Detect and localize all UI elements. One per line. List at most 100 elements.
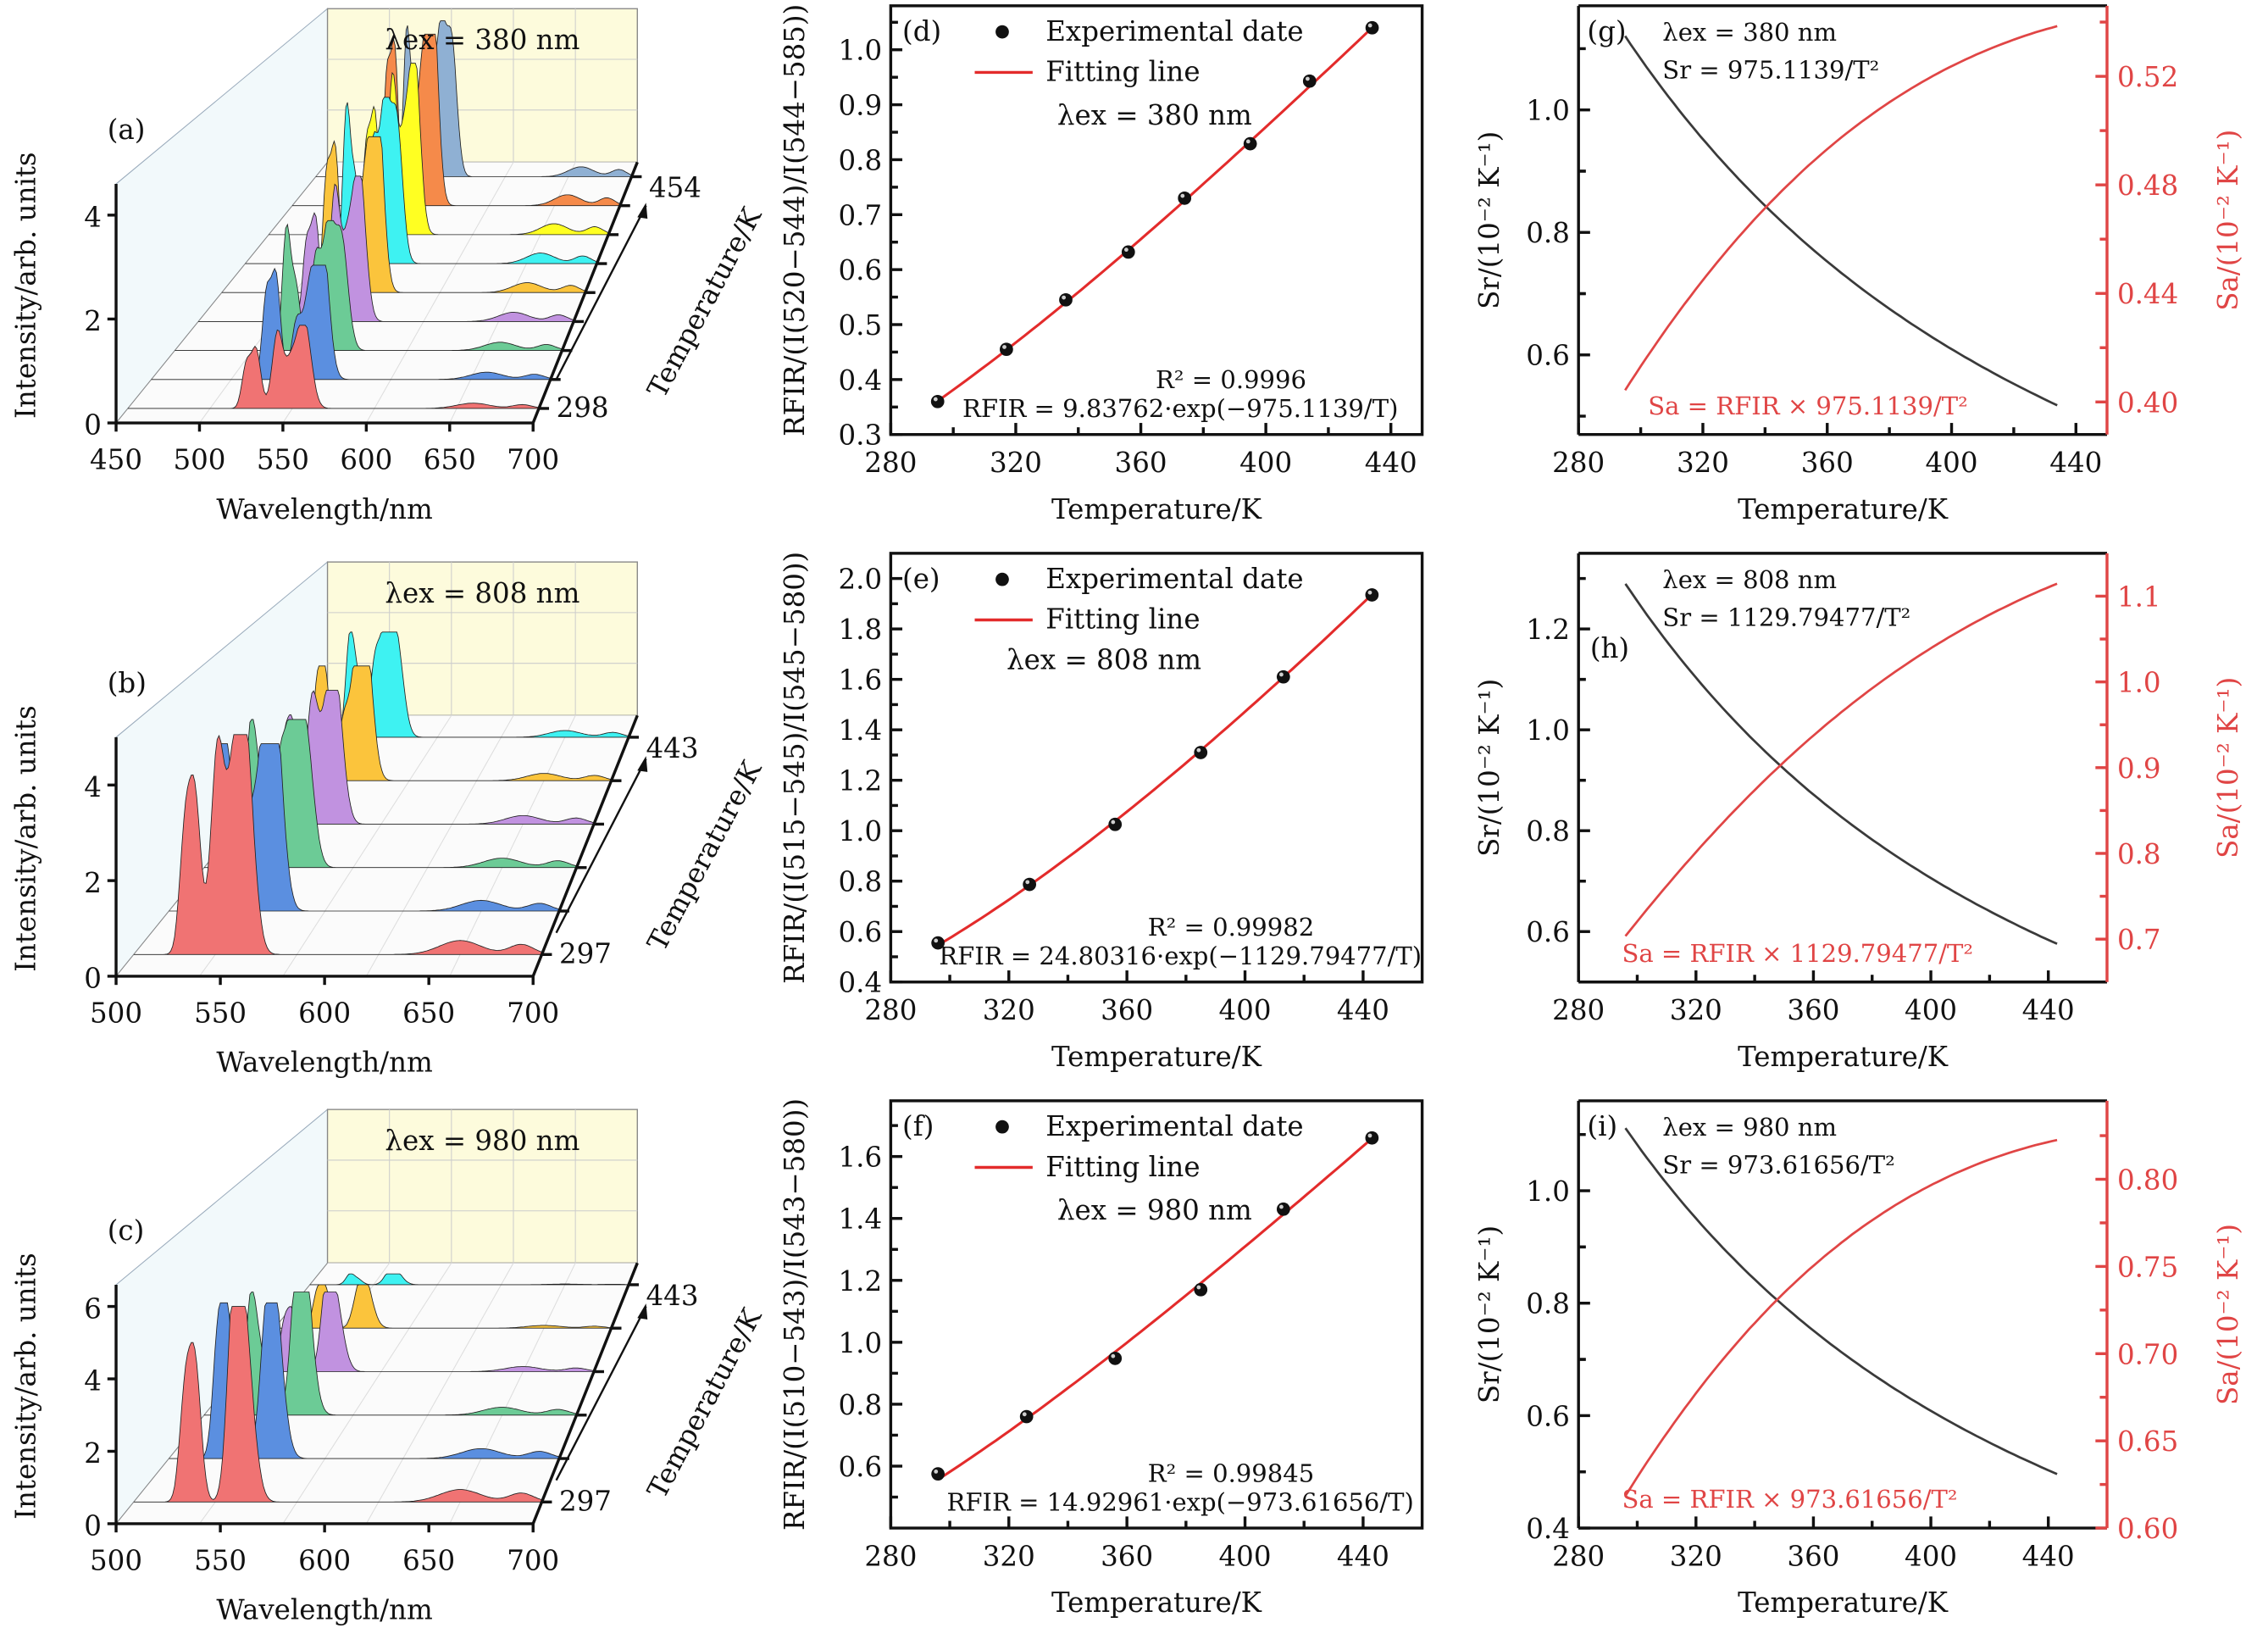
data-point-highlight xyxy=(1305,76,1310,81)
y-tick-label: 1.8 xyxy=(838,614,882,646)
y-tick-label: 1.0 xyxy=(1526,714,1570,747)
spectrum-3 xyxy=(198,175,574,322)
x-tick-label: 400 xyxy=(1239,447,1292,479)
panel-a: 450 500 550 600 650 700 0 2 4 298 454 Wavelength/nm… xyxy=(9,8,768,525)
data-point-highlight xyxy=(934,938,939,943)
y-axis-label: RFIR/(I(520−544)/I(544−585)) xyxy=(779,4,811,436)
r2-annotation: R² = 0.99845 xyxy=(1148,1459,1314,1487)
sa-curve xyxy=(1624,582,2058,937)
x-tick-label: 440 xyxy=(2049,447,2102,479)
equation-annotation: RFIR = 14.92961·exp(−973.61656/T) xyxy=(946,1488,1413,1517)
y-tick-label: 1.0 xyxy=(1526,95,1570,127)
y-tick-label: 0.4 xyxy=(838,364,882,397)
x-tick-label: 280 xyxy=(1552,1541,1605,1573)
x-tick-label: 650 xyxy=(402,1545,455,1577)
y-tick-label: 0.3 xyxy=(838,420,882,452)
data-point xyxy=(1121,245,1135,259)
x-tick-label: 700 xyxy=(507,1545,559,1577)
x-tick-label: 360 xyxy=(1101,994,1153,1026)
data-point xyxy=(1059,292,1073,307)
legend-label-points: Experimental date xyxy=(1045,563,1303,595)
excitation-annotation: λex = 980 nm xyxy=(1057,1194,1252,1226)
y-tick-label: 0.8 xyxy=(838,144,882,176)
y-tick-label: 1.2 xyxy=(838,1265,882,1297)
equation-annotation: RFIR = 9.83762·exp(−975.1139/T) xyxy=(962,394,1398,423)
data-point xyxy=(1108,1352,1123,1365)
x-tick-label: 400 xyxy=(1926,447,1978,479)
data-point-highlight xyxy=(1111,820,1116,825)
y-tick-label: 1.0 xyxy=(1526,1175,1570,1208)
plot-frame xyxy=(889,4,1424,436)
panel-i: 280 320 360 400 440 0.4 0.6 0.8 1.0 0.60 0.65 0.70 0… xyxy=(1473,1099,2244,1619)
x-tick-label: 650 xyxy=(424,444,476,476)
y2-tick-label: 1.0 xyxy=(2117,667,2161,699)
y-tick-label: 0.6 xyxy=(838,254,882,286)
sa-equation: Sa = RFIR × 1129.79477/T² xyxy=(1622,939,1973,968)
x-tick-label: 440 xyxy=(1337,1541,1389,1573)
data-point-highlight xyxy=(1111,1353,1116,1359)
spectrum-0 xyxy=(133,1306,542,1503)
data-point-highlight xyxy=(1022,1412,1027,1417)
panel-e: 280 320 360 400 440 0.4 0.6 0.8 1.0 1.2 1.4 1.6 1.8 2… xyxy=(779,552,1424,1073)
z-last-label: 454 xyxy=(649,171,701,203)
x-tick-label: 550 xyxy=(194,1545,247,1577)
y-tick-label: 1.2 xyxy=(1526,614,1570,646)
panel-f: 280 320 360 400 440 0.6 0.8 1.0 1.2 1.4 1.6 Tempera… xyxy=(779,1098,1424,1619)
x-axis-label: Temperature/K xyxy=(1738,1041,1949,1073)
z-axis-label: Temperature/K xyxy=(640,202,768,403)
data-point xyxy=(1000,342,1013,357)
data-point xyxy=(1365,20,1379,35)
y-axis-label: Intensity/arb. units xyxy=(9,152,42,419)
y-tick-label: 0.5 xyxy=(838,309,882,342)
data-point-highlight xyxy=(1367,23,1372,28)
x-tick-label: 700 xyxy=(507,444,559,476)
y2-axis-label: Sa/(10⁻² K⁻¹) xyxy=(2212,1224,2244,1405)
panel-label: (c) xyxy=(108,1214,145,1247)
spectrum-0 xyxy=(127,325,540,409)
x-tick-label: 440 xyxy=(2022,994,2075,1026)
x-axis-label: Temperature/K xyxy=(1051,493,1262,525)
arrow-head-icon xyxy=(637,203,648,219)
y-tick-label: 2 xyxy=(84,305,102,337)
y-tick-label: 1.0 xyxy=(838,35,882,67)
x-tick-label: 400 xyxy=(1905,1541,1957,1573)
panel-label: (a) xyxy=(108,114,146,146)
x-tick-label: 400 xyxy=(1219,1541,1272,1573)
data-point-highlight xyxy=(933,397,938,402)
y2-tick-label: 0.9 xyxy=(2117,753,2161,785)
panel-label: (d) xyxy=(902,15,941,47)
sr-curve xyxy=(1624,35,2058,407)
x-tick-label: 280 xyxy=(1552,994,1605,1026)
y2-tick-label: 0.40 xyxy=(2117,386,2178,419)
excitation-annotation: λex = 980 nm xyxy=(1662,1113,1837,1142)
data-point xyxy=(1194,746,1208,759)
r2-annotation: R² = 0.99982 xyxy=(1148,913,1314,942)
y-tick-label: 1.4 xyxy=(838,714,882,747)
z-first-label: 298 xyxy=(557,392,609,424)
legend-label-line: Fitting line xyxy=(1045,603,1200,636)
data-point xyxy=(1276,670,1290,684)
legend-marker-points xyxy=(995,1120,1009,1134)
x-tick-label: 600 xyxy=(298,1545,351,1577)
x-tick-label: 320 xyxy=(983,994,1035,1026)
x-tick-label: 650 xyxy=(402,997,455,1030)
back-wall xyxy=(326,1108,638,1264)
x-tick-label: 320 xyxy=(1670,1541,1722,1573)
x-tick-label: 360 xyxy=(1787,1541,1839,1573)
arrow-head-icon xyxy=(637,1303,648,1320)
y-tick-label: 0.9 xyxy=(838,90,882,122)
sa-equation: Sa = RFIR × 975.1139/T² xyxy=(1648,392,1968,420)
floor-gridline xyxy=(282,1263,452,1525)
excitation-annotation: λex = 380 nm xyxy=(1057,99,1252,131)
y-tick-label: 0.6 xyxy=(1526,916,1570,948)
data-point xyxy=(1276,1202,1290,1216)
y-tick-label: 1.6 xyxy=(838,664,882,697)
x-tick-label: 320 xyxy=(1677,447,1729,479)
y-axis-label: Sr/(10⁻² K⁻¹) xyxy=(1473,679,1506,857)
data-point-highlight xyxy=(1180,193,1185,198)
y-tick-label: 4 xyxy=(84,1365,102,1397)
y2-tick-label: 0.65 xyxy=(2117,1425,2178,1458)
y-tick-label: 0.8 xyxy=(1526,1288,1570,1320)
y-tick-label: 2.0 xyxy=(838,564,882,596)
data-point xyxy=(1178,191,1192,205)
